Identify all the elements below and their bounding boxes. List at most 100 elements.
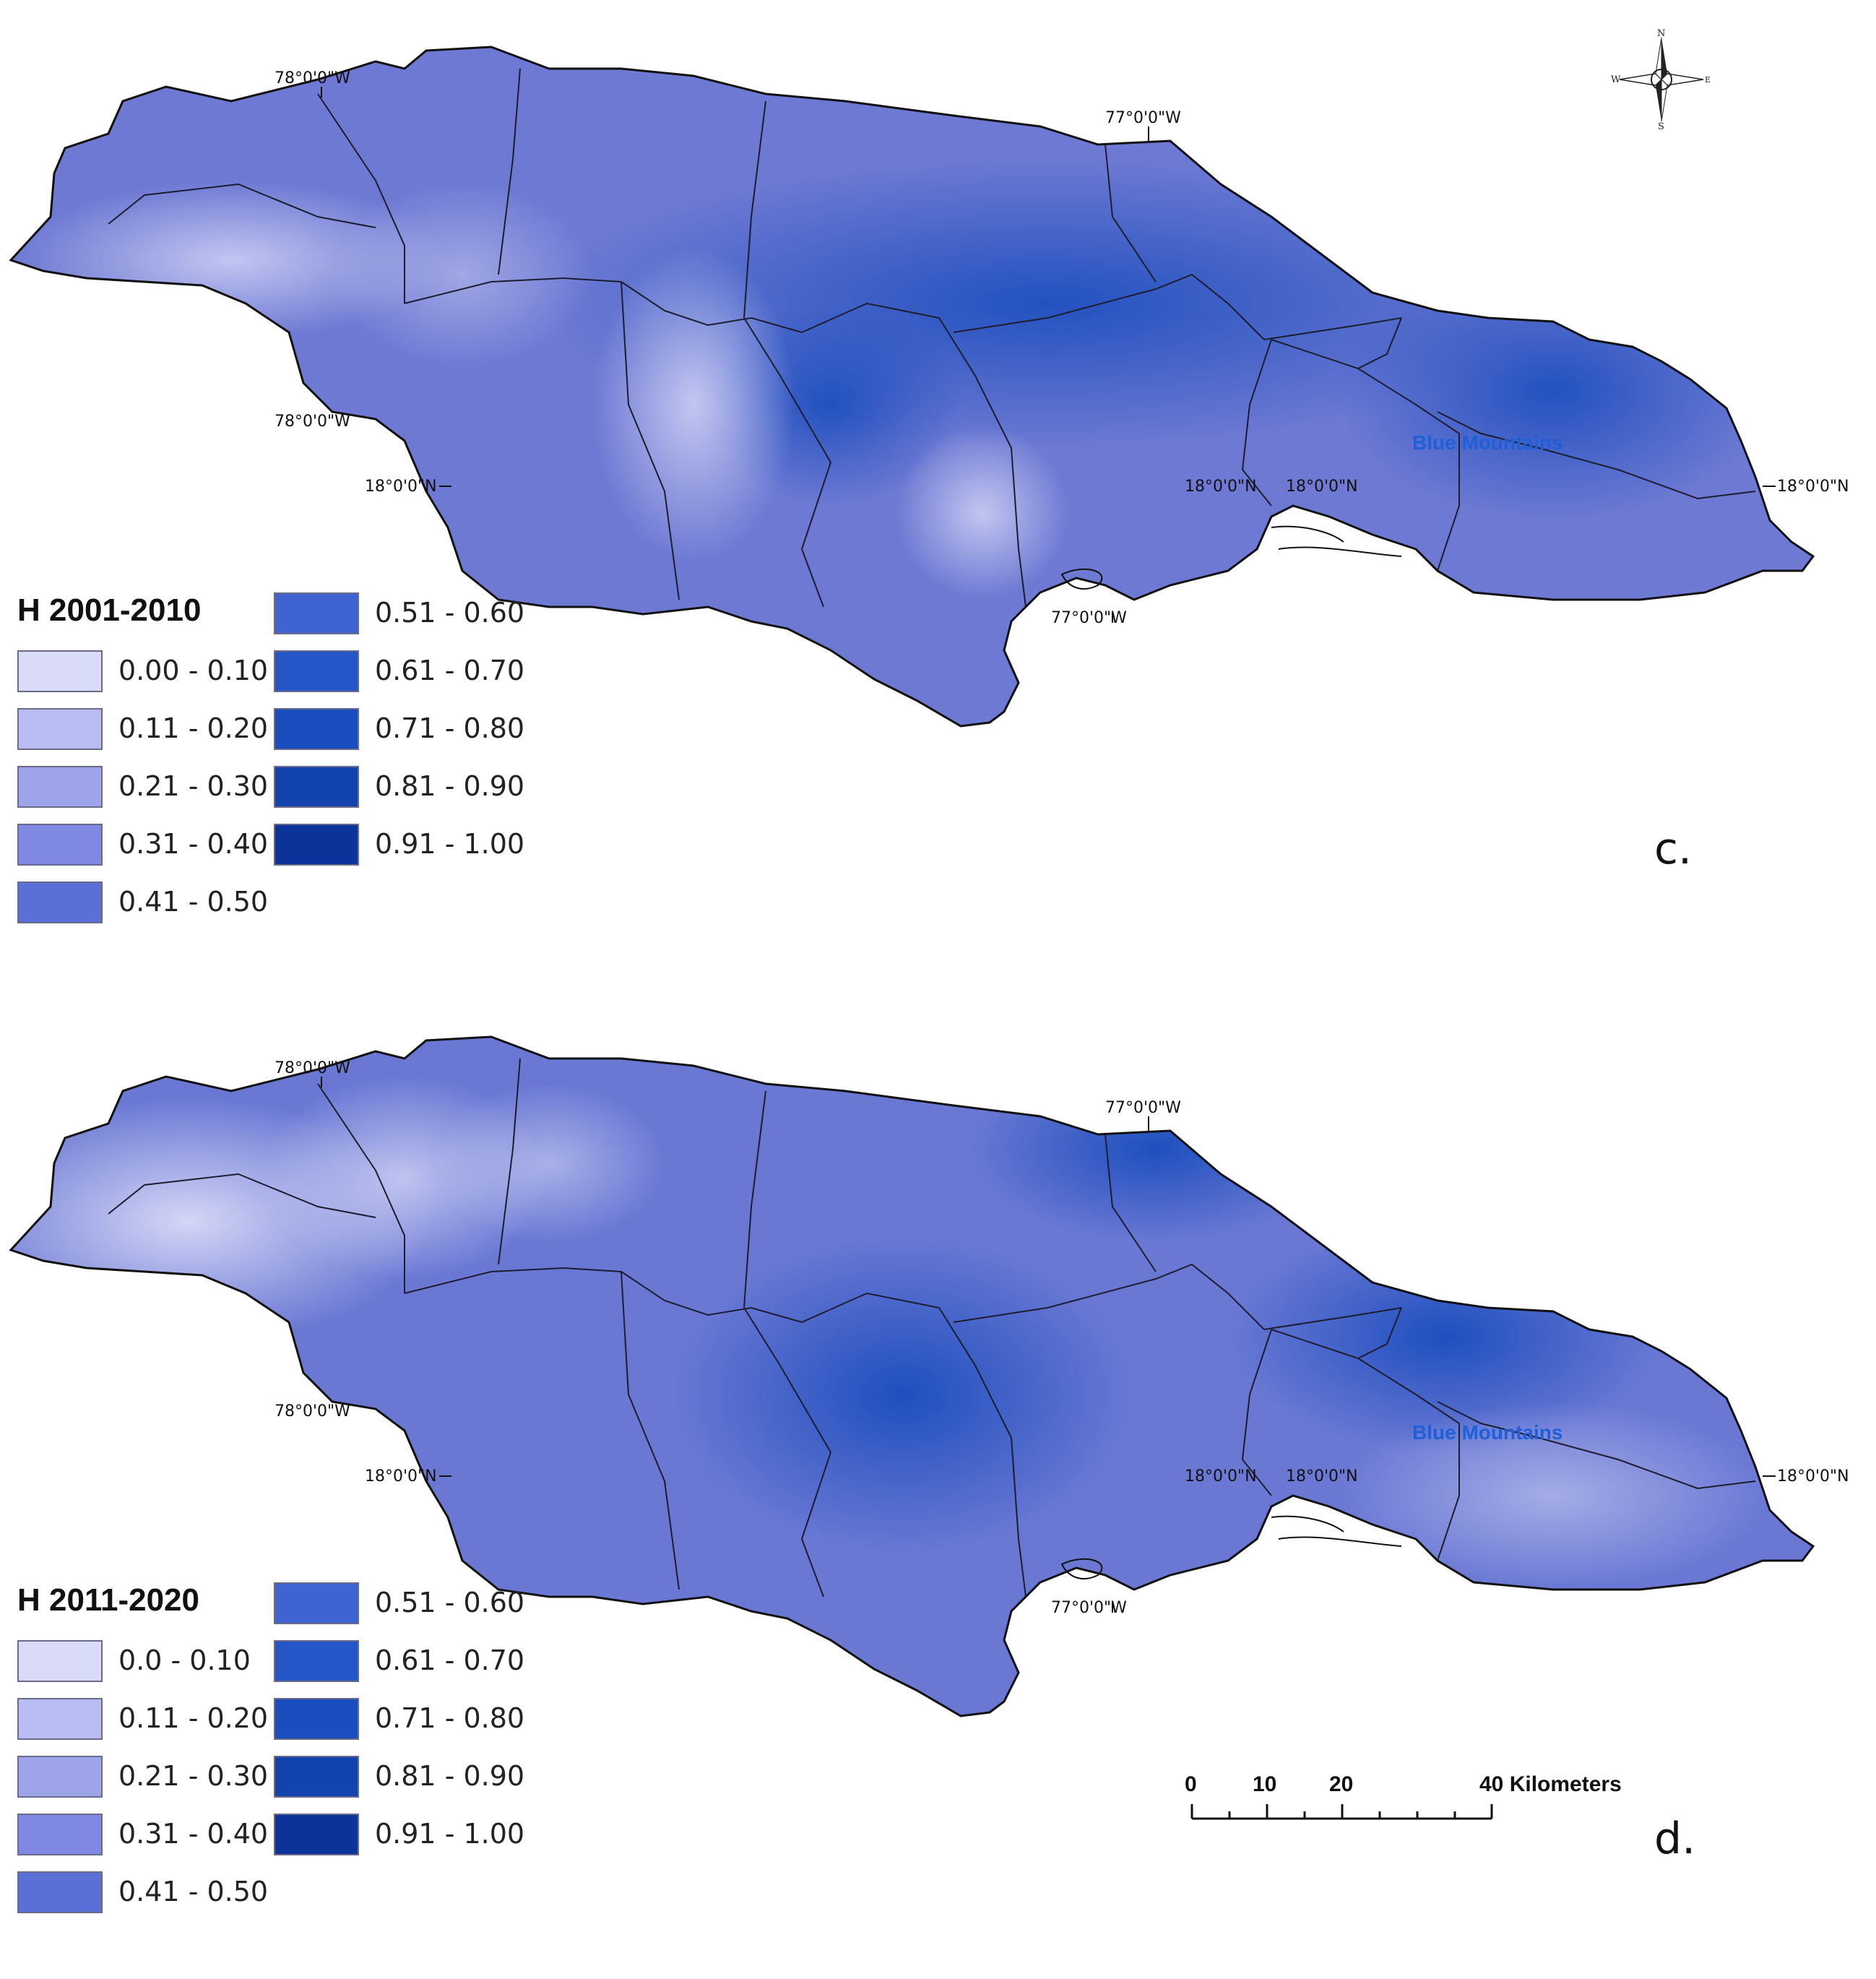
scale-bar: 0 10 20 40 Kilometers (1185, 1772, 1622, 1820)
legend-label: 0.61 - 0.70 (375, 655, 525, 686)
lon-77-bottom-label: 77°0'0"W (1051, 609, 1127, 627)
coastline-c (9, 46, 1815, 728)
blue-mountains-label-d: Blue Mountains (1412, 1421, 1562, 1444)
legend-item: 0.91 - 1.00 (274, 824, 524, 868)
map-panel-c: 78°0'0"W 77°0'0"W 78°0'0"W 18°0'0"N 18°0… (0, 0, 1876, 989)
parish-boundaries-d (108, 1058, 1756, 1598)
lon-78-mid-label: 78°0'0"W (275, 413, 350, 431)
lat-18-right-label: 18°0'0"N (1777, 1467, 1849, 1486)
legend-item: 0.41 - 0.50 (17, 881, 268, 926)
legend-item: 0.31 - 0.40 (17, 824, 268, 868)
legend-item: 0.11 - 0.20 (17, 708, 268, 753)
legend-item: 0.91 - 1.00 (274, 1814, 524, 1858)
map-panel-d: 78°0'0"W 77°0'0"W 78°0'0"W 18°0'0"N 18°0… (0, 990, 1876, 1979)
legend-swatch (17, 1756, 103, 1798)
island-fill-d (11, 1037, 1813, 1716)
legend-label: 0.81 - 0.90 (375, 770, 525, 802)
legend-item: 0.61 - 0.70 (274, 650, 524, 695)
legend-swatch (17, 1814, 103, 1855)
legend-swatch (274, 1640, 359, 1682)
legend-label: 0.41 - 0.50 (118, 1876, 269, 1907)
compass-rose-icon: N S W E (1611, 29, 1711, 130)
legend-label: 0.61 - 0.70 (375, 1644, 525, 1676)
legend-swatch (274, 1756, 359, 1798)
lon-77-top-label: 77°0'0"W (1105, 1099, 1181, 1117)
legend-item: 0.51 - 0.60 (274, 592, 524, 637)
compass-e: E (1705, 75, 1711, 85)
legend-swatch (17, 650, 103, 692)
legend-title-c: H 2001-2010 (17, 592, 202, 628)
legend-label: 0.51 - 0.60 (375, 1587, 525, 1618)
legend-swatch (274, 708, 359, 750)
legend-item: 0.71 - 0.80 (274, 708, 524, 753)
lon-77-bottom-label: 77°0'0"W (1051, 1599, 1127, 1617)
map-d: 78°0'0"W 77°0'0"W 78°0'0"W 18°0'0"N 18°0… (9, 1035, 1849, 1717)
legend-d: H 2011-2020 0.0 - 0.10 0.11 - 0.20 0.21 … (17, 1582, 537, 1929)
legend-item: 0.61 - 0.70 (274, 1640, 524, 1685)
coastline-d (9, 1035, 1815, 1717)
lon-78-mid-label: 78°0'0"W (275, 1402, 350, 1420)
legend-label: 0.71 - 0.80 (375, 1702, 525, 1734)
graticule-labels-d: 78°0'0"W 77°0'0"W 78°0'0"W 18°0'0"N 18°0… (275, 1059, 1849, 1617)
legend-item: 0.00 - 0.10 (17, 650, 268, 695)
coastal-features-d (1060, 1515, 1402, 1579)
legend-label: 0.11 - 0.20 (118, 712, 269, 744)
legend-item: 0.41 - 0.50 (17, 1871, 268, 1916)
lon-77-top-label: 77°0'0"W (1105, 109, 1181, 127)
lat-18-right-label: 18°0'0"N (1777, 478, 1849, 496)
legend-label: 0.91 - 1.00 (375, 828, 525, 860)
legend-label: 0.81 - 0.90 (375, 1760, 525, 1792)
legend-swatch (17, 1640, 103, 1682)
compass-w: W (1611, 74, 1621, 85)
graticule-labels-c: 78°0'0"W 77°0'0"W 78°0'0"W 18°0'0"N 18°0… (275, 69, 1849, 627)
legend-swatch (17, 1698, 103, 1740)
legend-item: 0.51 - 0.60 (274, 1582, 524, 1627)
panel-letter-c: c. (1654, 824, 1693, 874)
legend-swatch (274, 1698, 359, 1740)
legend-label: 0.51 - 0.60 (375, 597, 525, 629)
lat-18-left-label: 18°0'0"N (365, 478, 437, 496)
legend-swatch (274, 1582, 359, 1624)
legend-label: 0.0 - 0.10 (118, 1644, 251, 1676)
lon-78-top-label: 78°0'0"W (275, 1059, 350, 1077)
legend-item: 0.81 - 0.90 (274, 1756, 524, 1801)
legend-item: 0.71 - 0.80 (274, 1698, 524, 1743)
scale-tick-10: 10 (1253, 1772, 1276, 1796)
legend-label: 0.21 - 0.30 (118, 1760, 269, 1792)
legend-c: H 2001-2010 0.00 - 0.10 0.11 - 0.20 0.21… (17, 592, 537, 939)
blue-mountains-label-c: Blue Mountains (1412, 431, 1562, 454)
lat-18-left-label: 18°0'0"N (365, 1467, 437, 1486)
legend-item: 0.31 - 0.40 (17, 1814, 268, 1858)
panel-letter-d: d. (1654, 1814, 1696, 1864)
legend-item: 0.81 - 0.90 (274, 766, 524, 811)
legend-label: 0.31 - 0.40 (118, 828, 269, 860)
lat-18-mid-a-label: 18°0'0"N (1185, 1467, 1257, 1486)
lat-18-mid-b-label: 18°0'0"N (1286, 1467, 1358, 1486)
compass-n: N (1657, 29, 1665, 39)
legend-swatch (274, 766, 359, 808)
legend-swatch (274, 650, 359, 692)
legend-label: 0.00 - 0.10 (118, 655, 269, 686)
legend-item: 0.21 - 0.30 (17, 766, 268, 811)
legend-label: 0.31 - 0.40 (118, 1818, 269, 1850)
legend-swatch (17, 766, 103, 808)
lon-78-top-label: 78°0'0"W (275, 69, 350, 87)
compass-s: S (1658, 121, 1664, 130)
legend-title-d: H 2011-2020 (17, 1582, 199, 1618)
legend-swatch (274, 1814, 359, 1855)
legend-item: 0.0 - 0.10 (17, 1640, 263, 1685)
legend-label: 0.71 - 0.80 (375, 712, 525, 744)
island-fill-c (11, 47, 1813, 726)
legend-swatch (17, 824, 103, 866)
legend-label: 0.11 - 0.20 (118, 1702, 269, 1734)
legend-swatch (17, 881, 103, 923)
legend-swatch (17, 1871, 103, 1913)
scale-end-label: 40 Kilometers (1479, 1772, 1622, 1796)
parish-boundaries-c (108, 68, 1756, 608)
legend-swatch (274, 592, 359, 634)
legend-item: 0.11 - 0.20 (17, 1698, 268, 1743)
legend-swatch (274, 824, 359, 866)
lat-18-mid-a-label: 18°0'0"N (1185, 478, 1257, 496)
scale-tick-20: 20 (1329, 1772, 1353, 1796)
scale-tick-0: 0 (1185, 1772, 1197, 1796)
